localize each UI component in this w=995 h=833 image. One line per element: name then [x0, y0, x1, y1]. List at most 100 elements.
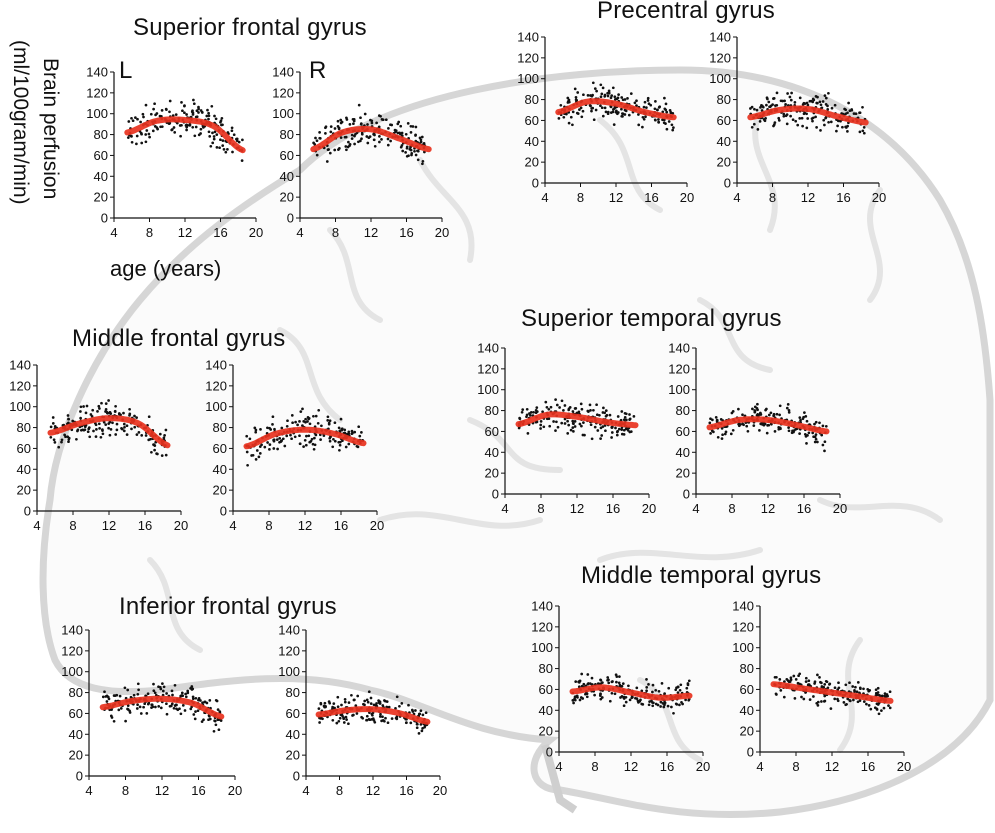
data-point: [122, 411, 125, 415]
data-point: [140, 141, 144, 145]
data-point: [315, 139, 319, 143]
data-point: [314, 136, 317, 140]
data-point: [360, 131, 364, 135]
data-point: [185, 123, 188, 127]
x-tick-label: 4: [733, 190, 740, 205]
data-point: [593, 425, 597, 429]
data-point: [156, 127, 159, 131]
data-point: [268, 448, 271, 451]
data-point: [79, 405, 83, 409]
x-tick-label: 8: [265, 518, 272, 533]
data-point: [592, 408, 595, 412]
data-point: [380, 118, 384, 121]
data-point: [301, 407, 304, 411]
data-point: [149, 112, 153, 116]
data-point: [357, 103, 361, 107]
x-tick-label: 4: [296, 225, 303, 240]
data-point: [372, 138, 376, 142]
data-point: [356, 445, 360, 449]
data-point: [791, 118, 795, 122]
y-tick-label: 100: [9, 399, 31, 414]
data-point: [421, 162, 424, 166]
data-point: [226, 148, 229, 151]
data-point: [579, 106, 583, 110]
data-point: [339, 136, 343, 139]
data-point: [823, 94, 827, 97]
data-point: [298, 434, 301, 438]
data-point: [76, 428, 80, 432]
data-point: [606, 94, 610, 98]
data-point: [867, 704, 871, 707]
data-point: [53, 424, 57, 428]
data-point: [192, 98, 195, 102]
x-tick-label: 12: [364, 225, 378, 240]
x-tick-label: 20: [897, 759, 911, 774]
data-point: [580, 407, 584, 411]
data-point: [168, 99, 172, 103]
data-point: [876, 686, 880, 690]
data-point: [219, 120, 222, 124]
data-point: [609, 111, 613, 114]
data-point: [211, 141, 215, 145]
data-point: [755, 108, 759, 112]
data-point: [206, 108, 209, 112]
data-point: [52, 438, 56, 442]
data-point: [846, 130, 849, 133]
data-point: [775, 91, 779, 95]
data-point: [338, 443, 342, 447]
data-point: [768, 105, 771, 109]
y-tick-label: 40: [717, 134, 731, 149]
region-title-precentral: Precentral gyrus: [597, 0, 775, 24]
data-point: [657, 118, 660, 121]
data-point: [574, 95, 578, 99]
data-point: [115, 428, 119, 432]
data-point: [819, 103, 823, 107]
data-point: [348, 144, 351, 148]
data-point: [82, 405, 85, 408]
data-point: [147, 415, 151, 419]
data-point: [213, 114, 216, 118]
data-point: [820, 700, 823, 703]
data-point: [625, 418, 628, 422]
data-point: [130, 116, 133, 120]
data-point: [418, 136, 422, 140]
data-point: [90, 414, 94, 418]
data-point: [829, 120, 833, 124]
data-point: [340, 427, 344, 431]
data-point: [616, 96, 620, 100]
data-point: [854, 112, 858, 116]
data-point: [97, 422, 101, 426]
data-point: [378, 135, 381, 138]
data-point: [360, 431, 363, 434]
data-point: [847, 101, 850, 105]
data-point: [828, 682, 832, 686]
data-point: [333, 127, 337, 130]
data-point: [792, 674, 796, 678]
data-point: [773, 121, 777, 124]
data-point: [147, 132, 151, 136]
y-tick-label: 140: [477, 341, 499, 356]
data-point: [599, 95, 603, 99]
data-point: [328, 439, 332, 443]
data-point: [117, 412, 121, 415]
data-point: [363, 112, 367, 116]
data-point: [333, 421, 337, 425]
data-point: [113, 410, 117, 413]
data-point: [273, 427, 276, 431]
data-point: [107, 426, 110, 430]
fit-curve: [310, 125, 432, 153]
data-point: [873, 706, 877, 710]
data-point: [320, 424, 323, 428]
data-point: [844, 683, 848, 687]
data-point: [814, 115, 817, 119]
data-point: [289, 433, 292, 437]
data-point: [338, 429, 342, 433]
data-point: [107, 422, 111, 425]
data-point: [387, 127, 390, 130]
data-point: [279, 439, 283, 443]
y-tick-label: 80: [280, 127, 294, 142]
data-point: [394, 129, 398, 132]
data-point: [816, 700, 820, 704]
data-point: [151, 129, 155, 133]
data-point: [60, 440, 63, 444]
